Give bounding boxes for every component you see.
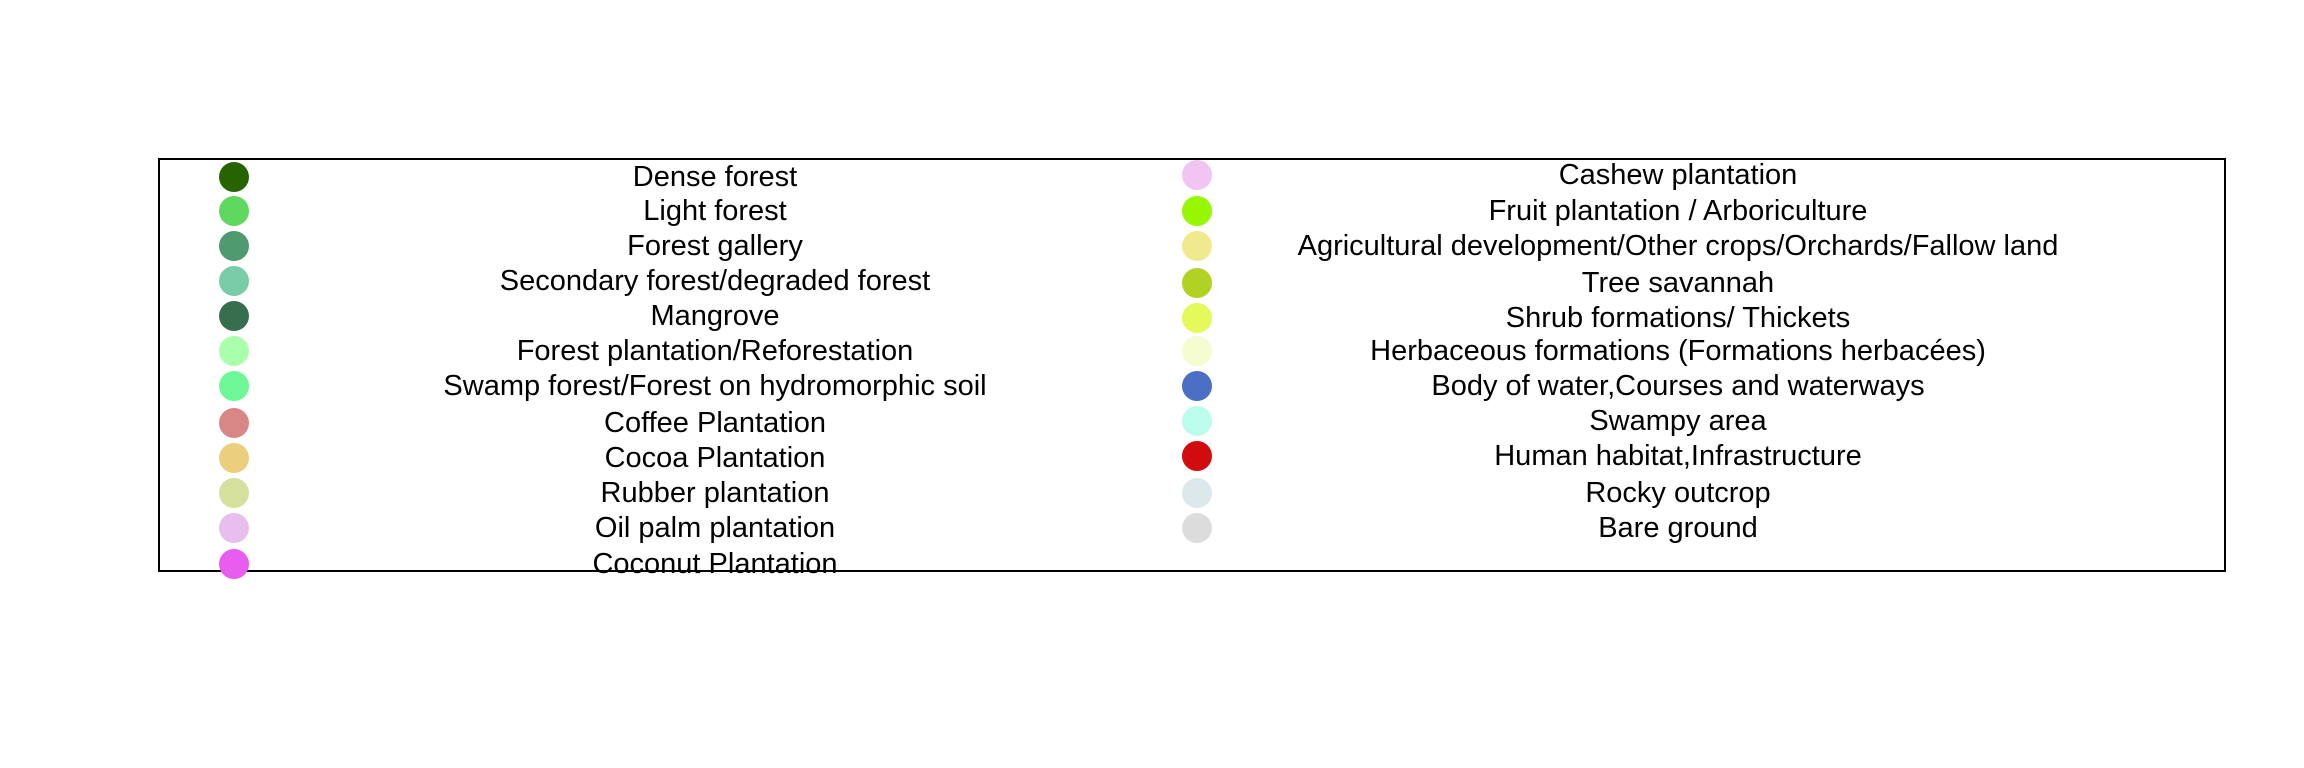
- legend-swatch: [1182, 406, 1212, 436]
- legend-label: Coconut Plantation: [592, 548, 838, 580]
- legend-swatch: [1182, 336, 1212, 366]
- legend-swatch: [219, 443, 249, 473]
- legend-label: Herbaceous formations (Formations herbac…: [1370, 335, 1986, 367]
- legend-label: Cocoa Plantation: [604, 442, 826, 474]
- legend-swatch: [1182, 268, 1212, 298]
- legend-label: Cashew plantation: [1558, 159, 1798, 191]
- legend-label: Shrub formations/ Thickets: [1505, 302, 1851, 334]
- legend-swatch: [219, 266, 249, 296]
- legend-swatch: [219, 371, 249, 401]
- legend-swatch: [219, 301, 249, 331]
- legend-label: Mangrove: [650, 300, 780, 332]
- legend-swatch: [219, 408, 249, 438]
- legend-swatch: [219, 231, 249, 261]
- legend-label: Bare ground: [1598, 512, 1758, 544]
- legend-swatch: [219, 549, 249, 579]
- legend-swatch: [1182, 371, 1212, 401]
- legend-swatch: [219, 196, 249, 226]
- legend-box: Dense forest Light forest Forest gallery Se…: [158, 158, 2226, 580]
- legend-swatch: [1182, 478, 1212, 508]
- legend-label: Forest plantation/Reforestation: [516, 335, 914, 367]
- legend-label: Rocky outcrop: [1585, 477, 1771, 509]
- legend-label: Rubber plantation: [600, 477, 830, 509]
- legend-swatch: [1182, 513, 1212, 543]
- legend-label: Coffee Plantation: [604, 407, 826, 439]
- legend-swatch: [1182, 196, 1212, 226]
- legend-swatch: [1182, 303, 1212, 333]
- legend-label: Body of water,Courses and waterways: [1431, 370, 1925, 402]
- legend-label: Fruit plantation / Arboriculture: [1488, 195, 1868, 227]
- legend-swatch: [1182, 231, 1212, 261]
- legend-swatch: [219, 478, 249, 508]
- legend-swatch: [1182, 160, 1212, 190]
- legend-label: Light forest: [643, 195, 787, 227]
- legend-label: Oil palm plantation: [594, 512, 836, 544]
- legend-label: Human habitat,Infrastructure: [1494, 440, 1862, 472]
- legend-label: Tree savannah: [1581, 267, 1775, 299]
- legend-label: Swampy area: [1589, 405, 1767, 437]
- legend-swatch: [219, 162, 249, 192]
- legend-label: Agricultural development/Other crops/Orc…: [1297, 230, 2059, 262]
- legend-label: Secondary forest/degraded forest: [499, 265, 931, 297]
- legend-label: Forest gallery: [627, 230, 803, 262]
- legend-swatch: [1182, 441, 1212, 471]
- legend-swatch: [219, 513, 249, 543]
- legend-label: Swamp forest/Forest on hydromorphic soil: [443, 370, 987, 402]
- legend-label: Dense forest: [632, 161, 798, 193]
- legend-swatch: [219, 336, 249, 366]
